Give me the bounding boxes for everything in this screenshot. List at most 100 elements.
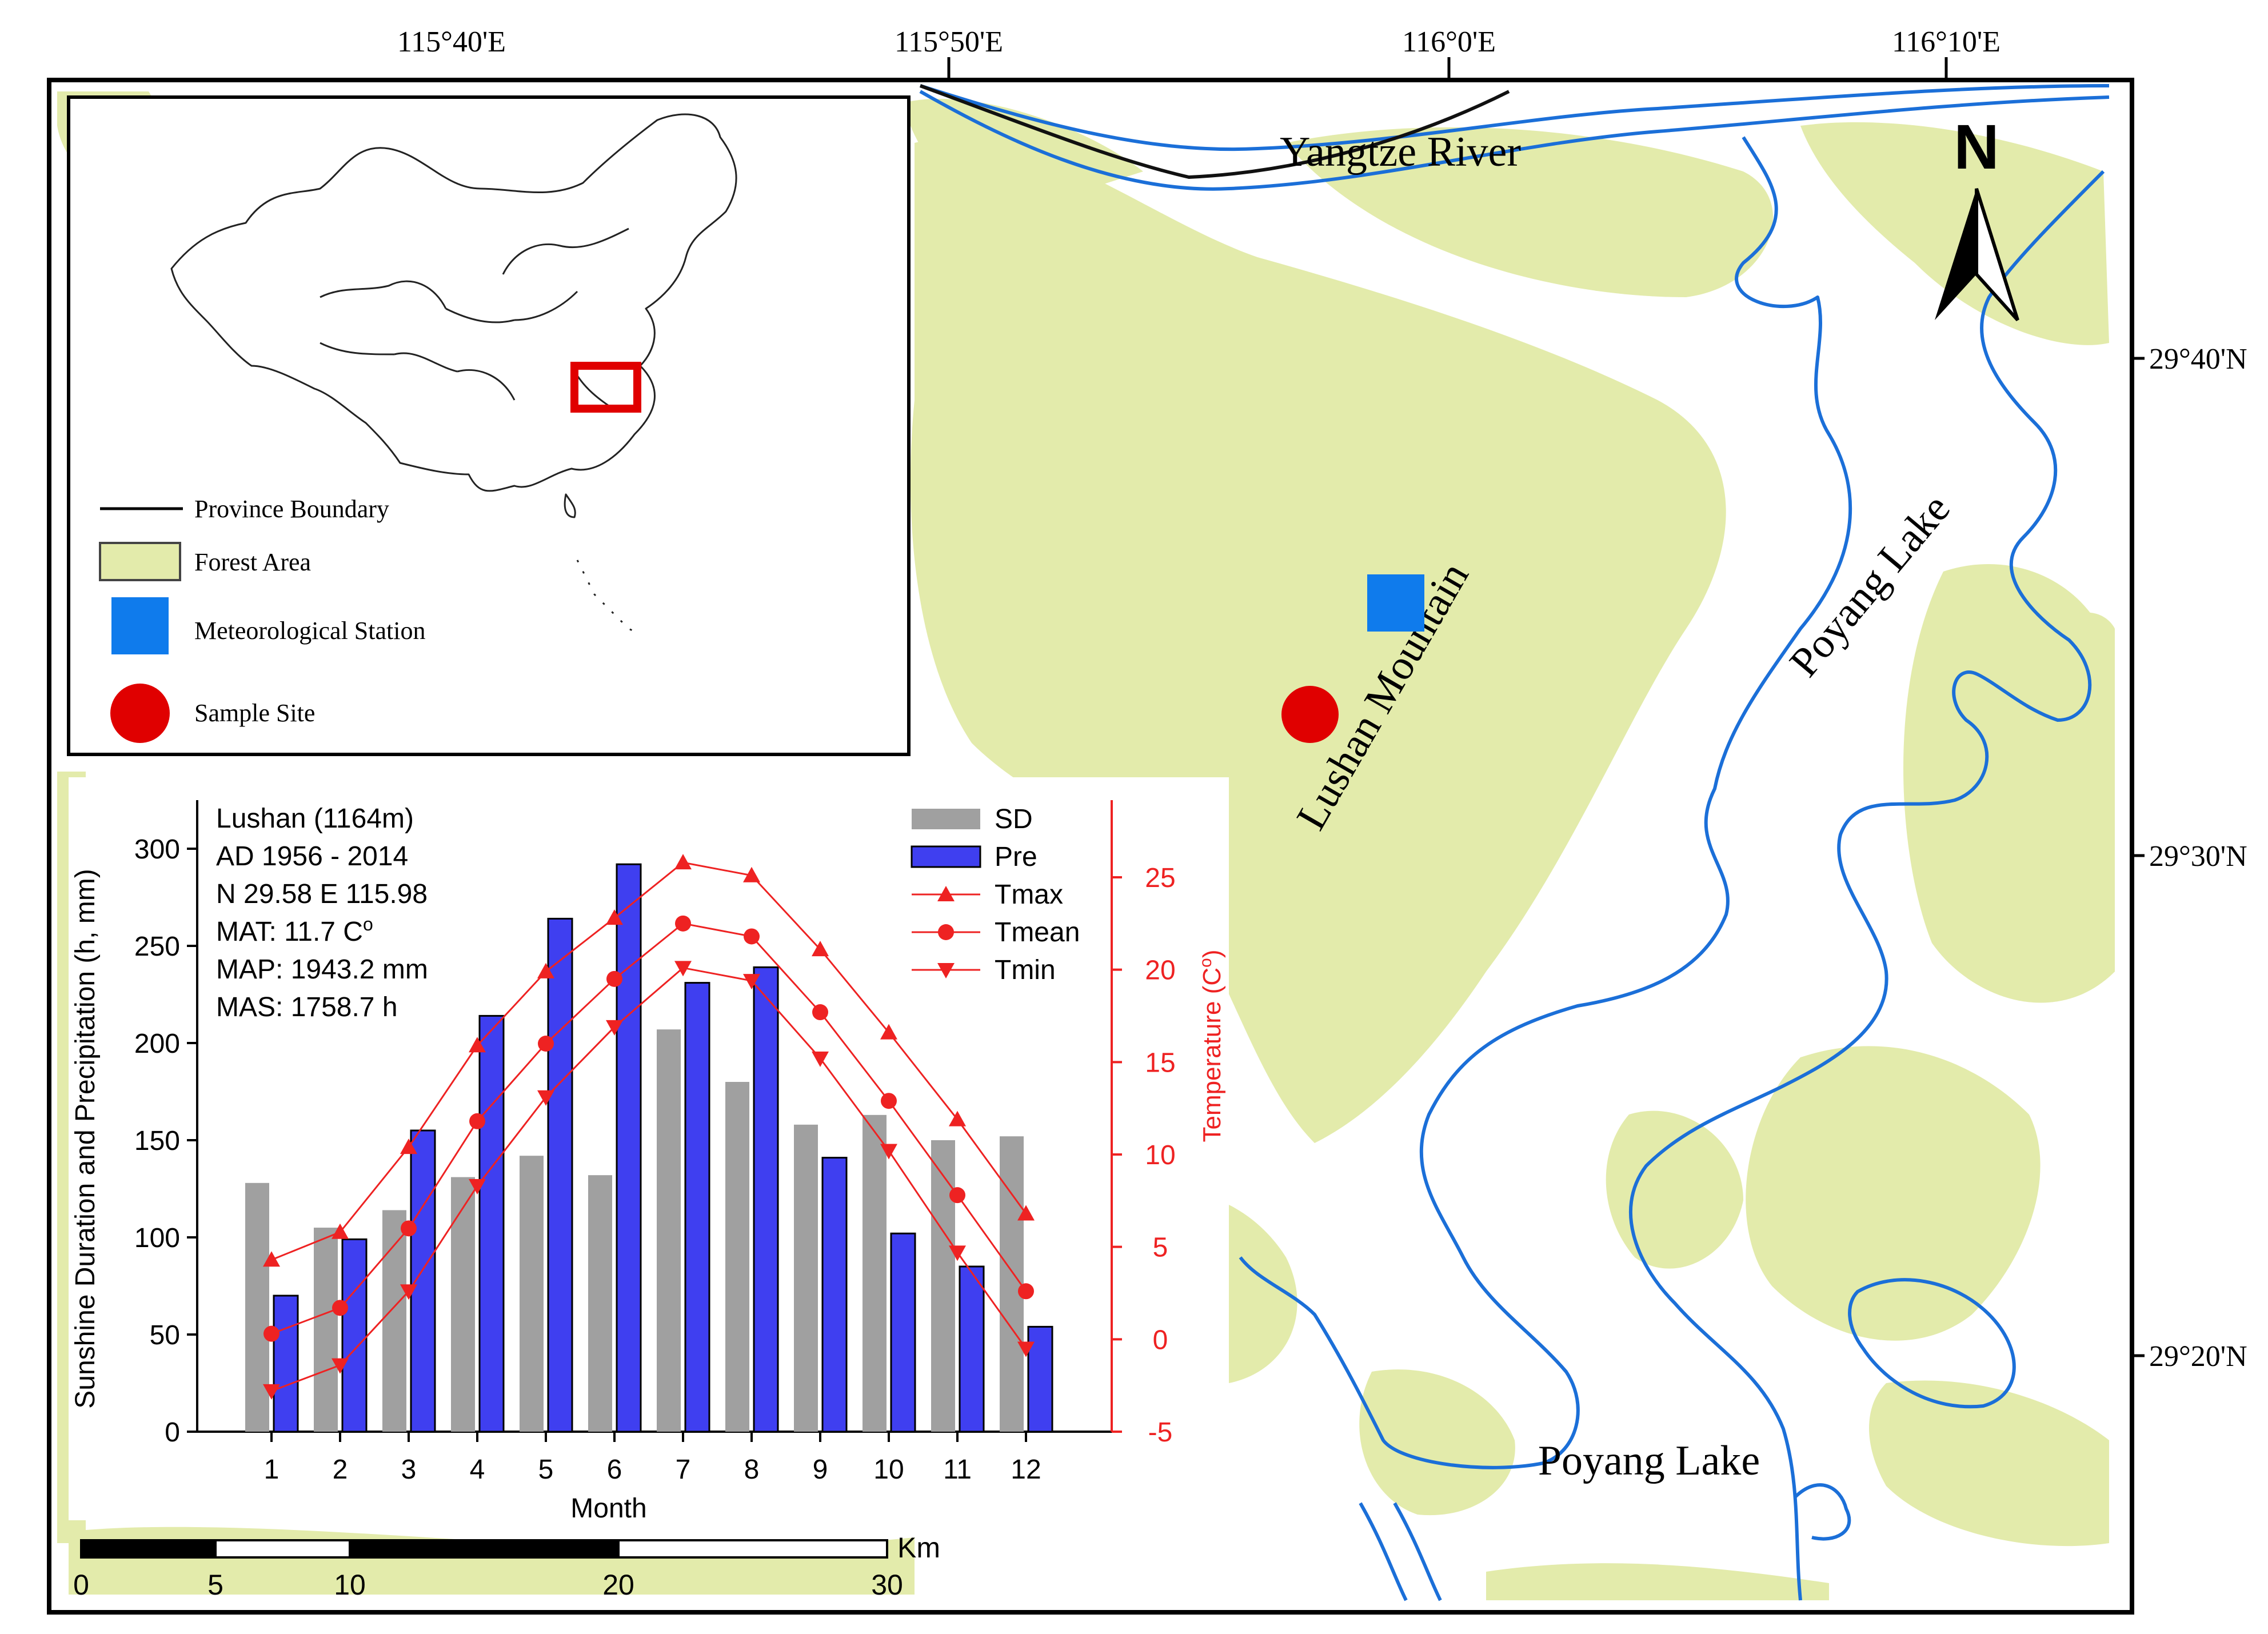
point-tmean [469,1113,485,1129]
x-tick-label: 8 [744,1455,760,1485]
point-tmax [537,962,554,978]
chart-info-line: MAT: 11.7 Co [216,914,373,947]
north-arrow-label: N [1954,112,1999,182]
legend-marker-tmax [937,886,955,901]
bar-pre [547,917,573,1433]
scale-bar-tick-10: 10 [334,1569,366,1601]
point-tmin [1017,1341,1035,1357]
point-tmax [812,941,829,957]
y-tick-label: 250 [134,932,180,962]
legend-marker-tmean [938,924,954,940]
bar-pre [478,1014,505,1433]
y2-tick-label: 10 [1145,1140,1175,1170]
point-tmean [401,1220,417,1237]
legend-label-meteorological-station: Meteorological Station [194,617,425,645]
point-tmin [469,1178,486,1194]
point-tmax [606,909,623,925]
bar-sd [314,1228,338,1432]
point-tmin [674,961,692,977]
point-tmean [949,1187,965,1204]
point-tmax [400,1138,417,1154]
line-tmin [271,966,1027,1392]
yangtze-river-bank-north [920,84,2110,151]
bar-pre [890,1232,916,1433]
point-tmin [263,1384,280,1400]
y2-tick-label: 0 [1153,1325,1168,1355]
point-tmean [1018,1283,1034,1300]
chart-info-line: MAS: 1758.7 h [216,992,398,1022]
y-tick-label: 100 [134,1223,180,1253]
legend-label-tmax: Tmax [995,880,1063,910]
chart-info-line: Lushan (1164m) [216,804,414,834]
latitude-label-29-30: 29°30'N [2149,840,2247,873]
map-legend: Province Boundary Forest Area Meteorolog… [99,495,425,743]
yangtze-river-bank-south [919,90,2110,191]
y-tick-label: 200 [134,1029,180,1059]
x-tick-label: 3 [401,1455,417,1485]
meteorological-station-marker [1367,574,1424,632]
china-outline [170,113,737,636]
x-tick-label: 2 [333,1455,348,1485]
legend-label-forest-area: Forest Area [194,548,311,576]
scale-bar-tick-20: 20 [602,1569,634,1601]
point-tmean [675,915,691,932]
point-tmax [743,866,760,882]
scale-bar: 0 5 10 20 30 Km [73,1532,940,1601]
x-tick-label: 10 [873,1455,904,1485]
point-tmin [949,1245,966,1261]
bar-sd [794,1124,818,1432]
chart-info-line: MAP: 1943.2 mm [216,954,428,985]
x-tick-label: 12 [1011,1455,1041,1485]
study-area-box [570,362,641,413]
legend-swatch-pre [911,845,981,868]
legend-swatch-sd [912,809,980,829]
legend-marker-tmin [937,963,955,978]
scale-bar-unit: Km [897,1532,940,1564]
x-tick-label: 1 [264,1455,279,1485]
scale-bar-tick-0: 0 [73,1569,89,1601]
longitude-label-115-40: 115°40'E [397,26,506,58]
point-tmin [606,1020,623,1036]
point-tmax [263,1251,280,1267]
point-tmax [469,1037,486,1053]
poyang-lake-label-lower: Poyang Lake [1538,1437,1760,1484]
poyang-lake-shore-islands [1848,1278,2016,1409]
point-tmax [880,1024,897,1040]
y2-tick-label: 5 [1153,1233,1168,1263]
point-tmax [674,854,692,870]
point-tmean [263,1325,279,1342]
chart-info-line: N 29.58 E 115.98 [216,879,428,909]
point-tmean [538,1036,554,1052]
bar-sd [245,1182,269,1432]
poyang-lake-shore-east [1628,170,2105,1601]
longitude-label-115-50: 115°50'E [895,26,1003,58]
y-tick-label: 150 [134,1126,180,1156]
north-arrow-icon [1935,189,1976,320]
y-tick-label: 50 [150,1320,180,1351]
y-tick-label: 300 [134,834,180,865]
bar-sd [451,1177,475,1432]
point-tmean [812,1004,828,1021]
longitude-label-116-0: 116°0'E [1402,26,1496,58]
bar-sd [931,1140,955,1432]
north-arrow: N [1935,112,2019,322]
y2-tick-label: 20 [1145,956,1175,986]
point-tmin [743,974,760,990]
x-tick-label: 11 [943,1455,972,1485]
bar-pre [616,863,642,1433]
bar-pre [753,966,779,1433]
legend-symbol-meteorological-station [111,597,169,654]
x-axis-title: Month [570,1493,646,1524]
inset-panel: Province Boundary Forest Area Meteorolog… [67,95,911,756]
bar-sd [382,1210,406,1432]
point-tmax [949,1110,966,1126]
bar-pre [684,982,710,1433]
longitude-label-116-10: 116°10'E [1892,26,2001,58]
poyang-lake-shore-south [1359,1483,1851,1601]
bar-pre [821,1157,848,1433]
point-tmean [744,928,760,945]
bar-sd [725,1082,749,1432]
point-tmax [1017,1205,1035,1221]
